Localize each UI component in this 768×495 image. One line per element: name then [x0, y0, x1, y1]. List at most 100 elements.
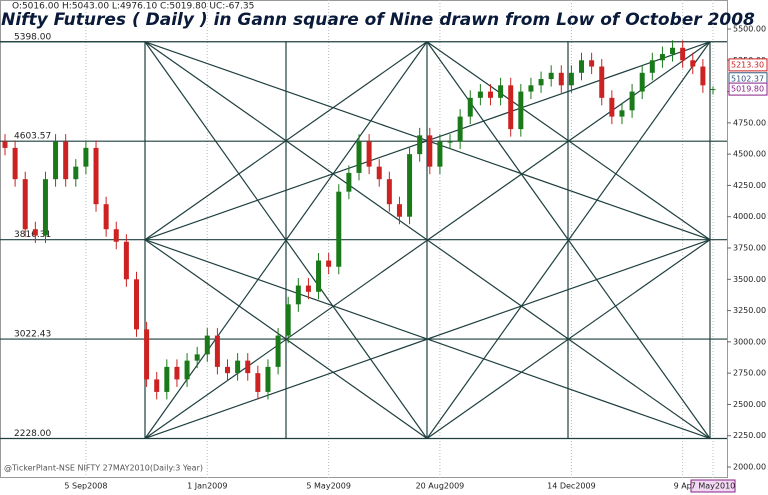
candle-body — [225, 366, 231, 374]
y-tick-label: 2250.00 — [733, 431, 766, 440]
y-tick-label: 3750.00 — [733, 244, 766, 253]
candle-body — [22, 179, 28, 230]
price-label: 5019.80 — [731, 85, 764, 94]
gann-line — [426, 41, 711, 241]
candle-body — [144, 329, 150, 380]
candle-body — [568, 72, 574, 86]
y-tick-label: 4750.00 — [733, 118, 766, 127]
candle-body — [204, 335, 210, 355]
candle-body — [73, 166, 79, 180]
candle-body — [619, 110, 625, 117]
candle-body — [467, 97, 473, 117]
candle-body — [133, 279, 139, 330]
gann-line — [144, 41, 428, 439]
candle-body — [123, 241, 129, 280]
y-tick-label: 3500.00 — [733, 275, 766, 284]
candle-body — [316, 260, 322, 292]
candle-body — [649, 60, 655, 73]
candle-body — [366, 141, 372, 167]
candle-body — [548, 72, 554, 80]
candle-body — [427, 135, 433, 167]
price-label: 5213.30 — [731, 60, 764, 69]
y-tick-label: 4250.00 — [733, 181, 766, 190]
candle-body — [295, 285, 301, 305]
candle-body — [194, 354, 200, 361]
candle-body — [599, 66, 605, 98]
y-tick-label: 5500.00 — [733, 25, 766, 34]
candle-body — [63, 141, 69, 180]
gann-line — [144, 239, 428, 439]
candle-body — [680, 47, 686, 61]
price-label-box — [728, 58, 768, 72]
candle-body — [83, 147, 89, 167]
candle-body — [103, 204, 109, 230]
y-tick-label: 2500.00 — [733, 400, 766, 409]
candle-body — [589, 60, 595, 67]
x-tick-label: 14 Dec2009 — [547, 482, 596, 491]
candle-body — [629, 91, 635, 111]
candle-body — [417, 135, 423, 155]
candle-body — [700, 66, 706, 86]
candle-body — [579, 60, 585, 73]
candle-body — [326, 260, 332, 267]
candle-body — [558, 72, 564, 86]
candle-body — [690, 60, 696, 67]
candle-body — [255, 373, 261, 392]
x-tick-label: 1 Jan2009 — [187, 482, 227, 491]
candle-body — [670, 47, 676, 55]
y-tick-label: 4000.00 — [733, 212, 766, 221]
gann-line — [426, 41, 711, 439]
candle-body — [2, 141, 8, 148]
gann-level-label: 5398.00 — [14, 32, 51, 42]
candle-body — [174, 366, 180, 380]
candle-body — [42, 179, 48, 236]
candle-body — [498, 85, 504, 98]
candle-body — [93, 147, 99, 205]
candle-body — [447, 141, 453, 143]
candle-body — [154, 379, 160, 392]
candle-body — [710, 89, 716, 91]
y-tick-label: 2750.00 — [733, 369, 766, 378]
candle-body — [538, 79, 544, 86]
candle-body — [457, 116, 463, 142]
gann-level-label: 3816.31 — [14, 230, 51, 240]
candle-body — [275, 335, 281, 367]
candle-body — [235, 360, 241, 374]
gann-line — [426, 239, 711, 439]
candle-body — [407, 154, 413, 217]
candle-body — [346, 172, 352, 192]
candle-body — [164, 366, 170, 392]
gann-line — [144, 239, 711, 440]
y-tick-label: 4500.00 — [733, 150, 766, 159]
y-tick-label: 2000.00 — [733, 463, 766, 472]
candle-body — [214, 335, 220, 367]
candle-body — [184, 360, 190, 380]
x-tick-label: 7 May2010 — [691, 482, 736, 491]
candle-body — [12, 147, 18, 180]
ohlc-readout: O:5016.00 H:5043.00 L:4976.10 C:5019.80 … — [12, 2, 254, 12]
price-label-box — [728, 82, 768, 96]
candle-body — [659, 54, 665, 61]
gann-line — [144, 41, 428, 241]
y-tick-label: 3250.00 — [733, 306, 766, 315]
candle-body — [487, 91, 493, 98]
candle-body — [336, 191, 342, 267]
candle-body — [285, 304, 291, 336]
gann-level-label: 2228.00 — [14, 429, 51, 439]
chart-title: Nifty Futures ( Daily ) in Gann square o… — [1, 10, 755, 30]
x-tick-label: 20 Aug2009 — [416, 482, 465, 491]
candle-body — [386, 179, 392, 205]
candle-body — [437, 141, 443, 167]
candle-body — [639, 72, 645, 92]
x-tick-label: 5 Sep2008 — [64, 482, 107, 491]
candle-body — [609, 97, 615, 117]
candle-body — [265, 366, 271, 392]
candle-body — [356, 141, 362, 173]
price-label: 5102.37 — [731, 74, 764, 83]
candle-body — [518, 91, 524, 130]
y-tick-label: 3000.00 — [733, 337, 766, 346]
candle-body — [245, 360, 251, 374]
gann-level-label: 4603.57 — [14, 132, 51, 142]
footer: @TickerPlant-NSE NIFTY 27MAY2010(Daily:3… — [4, 464, 203, 473]
candle-body — [32, 229, 38, 236]
